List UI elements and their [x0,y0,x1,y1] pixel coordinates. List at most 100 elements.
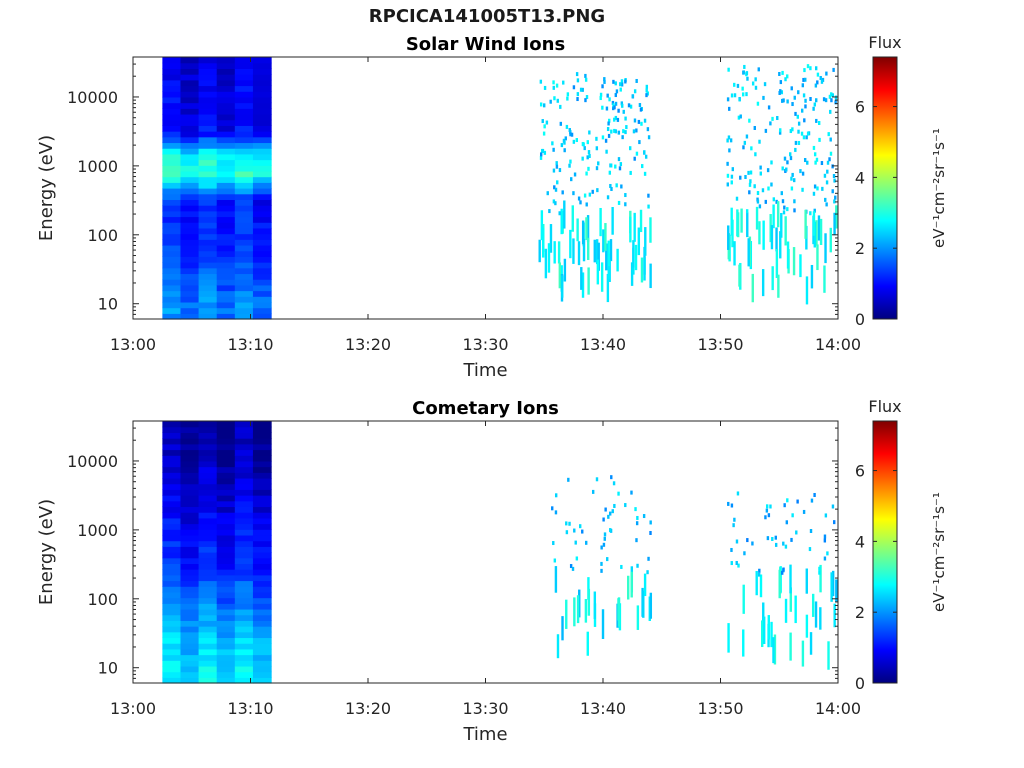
dense-cell [180,153,200,161]
dense-cell [180,631,200,639]
dense-cell [162,648,182,656]
dense-cell [216,512,236,519]
dense-cell [198,125,218,132]
data-point [814,83,818,88]
data-point [791,172,794,177]
data-point [617,157,621,162]
data-point [819,607,822,630]
data-point [794,147,797,152]
dense-cell [180,523,200,530]
data-point [824,513,828,518]
dense-cell [198,591,218,599]
x-tick-label: 13:00 [110,699,156,718]
data-point [730,503,734,508]
data-point [784,77,787,82]
dense-cell [198,165,218,172]
data-point [619,82,622,87]
data-point [745,134,749,139]
dense-cell [198,91,218,98]
dense-cell [252,131,272,138]
data-point [767,615,770,640]
data-point [803,158,807,163]
data-point [603,536,606,541]
colorbar: Flux 0 2 4 6 eV⁻¹cm⁻²sr⁻¹s⁻¹ [855,397,948,693]
dense-cell [234,57,254,64]
dense-cell [162,188,182,195]
data-point [541,119,544,124]
data-point [569,564,573,569]
dense-cell [162,477,182,485]
data-point [764,128,768,133]
data-point [625,125,628,130]
x-tick-label: 13:10 [227,699,273,718]
dense-cell [162,307,182,314]
panel-title: Cometary Ions [412,398,559,419]
dense-cell [180,472,200,479]
dense-cell [198,477,218,485]
dense-cell [252,523,272,530]
dense-cell [180,239,200,246]
y-tick-label: 100 [87,590,118,609]
dense-cell [252,597,272,604]
dense-cell [180,182,200,189]
dense-cell [252,626,272,633]
data-point [782,98,785,103]
dense-cell [180,125,200,132]
dense-cell [252,79,272,87]
dense-cell [234,68,254,75]
dense-cell [234,250,254,257]
data-point [804,98,807,103]
dense-cell [198,534,218,542]
dense-cell [198,244,218,252]
dense-cell [180,608,200,616]
data-point [833,212,836,236]
dense-cell [252,284,272,292]
dense-cell [234,301,254,309]
data-point [817,121,821,125]
dense-cell [216,227,236,235]
dense-cell [252,648,272,656]
data-point [754,152,757,157]
dense-cell [234,125,254,132]
dense-cell [198,307,218,314]
data-point [549,99,552,104]
data-point [612,103,615,108]
data-point [743,64,746,69]
data-point [770,160,773,165]
dense-cell [216,57,236,64]
dense-cell [234,108,254,115]
data-point [584,77,588,82]
dense-cell [198,557,218,564]
dense-cell [180,68,200,75]
dense-cell [252,432,272,439]
data-point [627,103,631,108]
dense-cell [216,113,236,121]
figure-title: RPCICA141005T13.PNG [368,6,606,27]
data-point [774,542,778,547]
data-point [564,136,567,141]
dense-cell [234,580,254,587]
data-point [565,530,569,535]
dense-cell [198,677,218,684]
data-point [732,523,735,528]
dense-cell [162,500,182,508]
data-point [636,563,639,568]
dense-cell [162,284,182,292]
data-point [579,200,582,205]
dense-cell [198,131,218,138]
data-point [577,196,581,201]
dense-cell [216,677,236,684]
dense-cell [180,466,200,473]
dense-cell [252,460,272,468]
dense-cell [198,102,218,109]
data-point [804,209,807,239]
dense-cell [162,620,182,627]
dense-cell [180,426,200,433]
dense-cell [216,68,236,75]
dense-cell [216,483,236,490]
data-point [835,579,838,602]
dense-cell [162,455,182,462]
dense-cell [162,74,182,81]
dense-cell [162,79,182,87]
dense-cell [198,301,218,309]
